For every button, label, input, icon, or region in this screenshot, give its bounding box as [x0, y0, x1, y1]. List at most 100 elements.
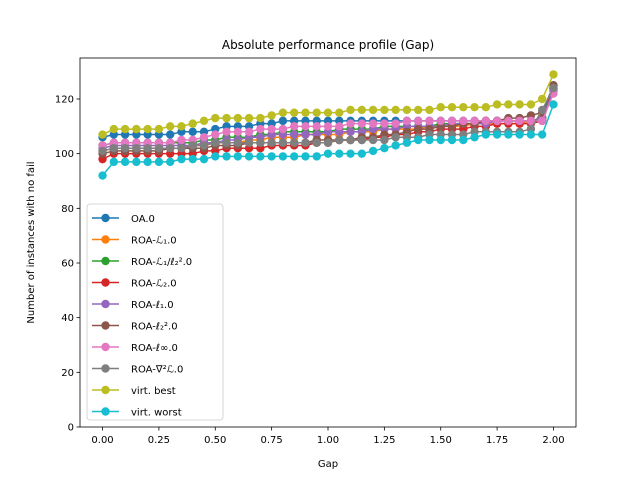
data-point	[312, 152, 321, 161]
legend-marker-swatch	[101, 407, 110, 416]
data-point	[256, 124, 265, 134]
series-layer	[98, 70, 558, 180]
data-point	[98, 130, 107, 139]
data-point	[425, 105, 434, 115]
legend-label: ROA-ℒ₂.0	[131, 279, 177, 290]
legend-marker-swatch	[101, 299, 110, 309]
data-point	[515, 116, 524, 126]
legend-item: ROA-ℒ₂.0	[92, 278, 177, 290]
y-tick-label: 60	[61, 259, 74, 270]
data-point	[256, 113, 265, 123]
data-point	[425, 135, 434, 145]
data-point	[289, 138, 299, 147]
x-tick-label: 0.75	[261, 435, 283, 446]
data-point	[492, 116, 502, 126]
data-point	[143, 124, 152, 134]
data-point	[323, 122, 333, 131]
data-point	[413, 124, 423, 134]
data-point	[459, 135, 468, 145]
y-tick-label: 100	[55, 149, 74, 160]
data-point	[380, 119, 389, 128]
data-point	[436, 103, 445, 112]
data-point	[199, 116, 209, 126]
data-point	[526, 100, 536, 109]
x-tick-label: 0.50	[204, 435, 226, 446]
data-point	[278, 116, 288, 126]
legend-marker-swatch	[101, 213, 110, 223]
data-point	[222, 113, 231, 123]
data-point	[447, 116, 457, 126]
data-point	[222, 152, 231, 161]
y-tick-label: 80	[61, 204, 74, 215]
data-point	[233, 152, 243, 161]
data-point	[335, 122, 344, 131]
data-point	[188, 154, 197, 164]
x-tick-label: 2.00	[542, 435, 564, 446]
x-tick-label: 1.25	[373, 435, 395, 446]
data-point	[357, 119, 367, 128]
data-point	[267, 138, 276, 147]
data-point	[177, 135, 186, 145]
data-point	[459, 103, 468, 112]
legend-marker-swatch	[101, 278, 110, 287]
data-point	[515, 100, 524, 109]
data-point	[391, 141, 400, 150]
data-point	[267, 152, 276, 161]
data-point	[335, 135, 344, 145]
data-point	[447, 103, 457, 112]
data-point	[481, 130, 491, 139]
data-point	[526, 116, 536, 126]
data-point	[357, 135, 367, 145]
data-point	[413, 105, 423, 115]
data-point	[132, 124, 141, 134]
data-point	[368, 146, 378, 156]
data-point	[301, 152, 310, 161]
data-point	[289, 122, 299, 131]
data-point	[98, 171, 107, 180]
data-point	[301, 130, 310, 139]
data-point	[357, 149, 367, 158]
data-point	[537, 105, 547, 115]
data-point	[143, 144, 152, 153]
data-point	[504, 100, 513, 109]
data-point	[120, 144, 130, 153]
data-point	[109, 144, 119, 153]
x-tick-label: 1.00	[317, 435, 339, 446]
data-point	[132, 144, 141, 153]
data-point	[481, 103, 491, 112]
data-point	[312, 122, 321, 131]
data-point	[233, 127, 243, 136]
data-point	[278, 138, 288, 147]
data-point	[154, 144, 164, 153]
data-point	[301, 122, 310, 131]
data-point	[380, 144, 389, 153]
data-point	[335, 149, 344, 158]
y-tick-label: 0	[68, 423, 74, 434]
data-point	[233, 138, 243, 147]
data-point	[120, 124, 130, 134]
data-point	[425, 116, 434, 126]
data-point	[211, 152, 220, 161]
data-point	[402, 116, 412, 126]
data-point	[256, 138, 265, 147]
data-point	[413, 135, 423, 145]
data-point	[368, 119, 378, 128]
legend-marker-swatch	[101, 321, 110, 330]
data-point	[447, 135, 457, 145]
data-point	[312, 108, 321, 117]
legend-label: virt. best	[131, 386, 176, 397]
data-point	[402, 138, 412, 147]
data-point	[470, 133, 479, 142]
y-tick-label: 40	[61, 313, 74, 324]
data-point	[515, 130, 524, 139]
legend-item: ROA-ℒ₁/ℓ₂².0	[92, 256, 192, 268]
series-9	[98, 100, 558, 180]
legend-box	[86, 203, 224, 421]
legend-marker-swatch	[101, 235, 110, 244]
data-point	[267, 111, 276, 120]
data-point	[165, 122, 175, 131]
data-point	[278, 152, 288, 161]
data-point	[470, 103, 479, 112]
data-point	[413, 116, 423, 126]
data-point	[368, 105, 378, 115]
